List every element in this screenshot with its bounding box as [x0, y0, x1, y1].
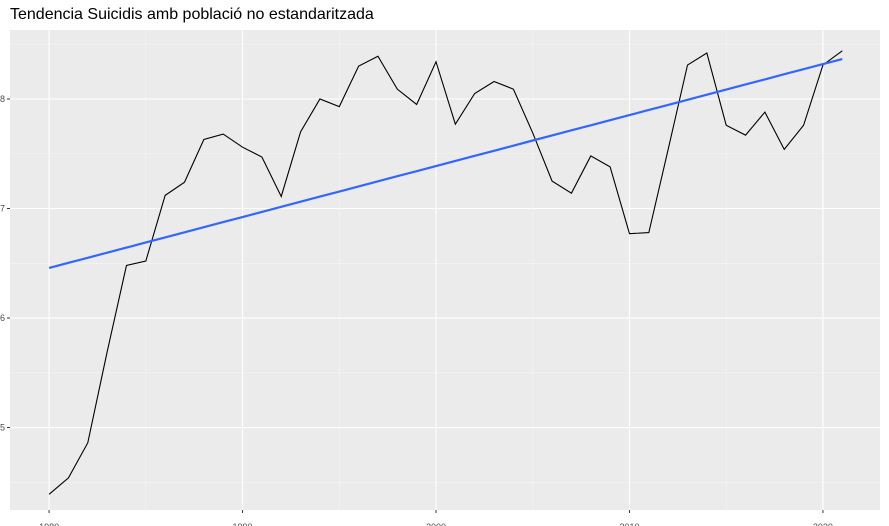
x-tick-label: 2000	[426, 522, 446, 526]
line	[48, 50, 843, 495]
x-tick-label: 2010	[619, 522, 639, 526]
chart-title: Tendencia Suicidis amb població no estan…	[10, 6, 374, 23]
panel	[10, 30, 880, 510]
y-tick-label: 8	[0, 94, 5, 104]
line	[48, 57, 843, 270]
x-tick-label: 2020	[813, 522, 833, 526]
x-tick-label: 1980	[39, 522, 59, 526]
y-tick-label: 6	[0, 313, 5, 323]
y-tick-label: 7	[0, 204, 5, 214]
y-tick-label: 5	[0, 423, 5, 433]
x-tick-label: 1990	[233, 522, 253, 526]
